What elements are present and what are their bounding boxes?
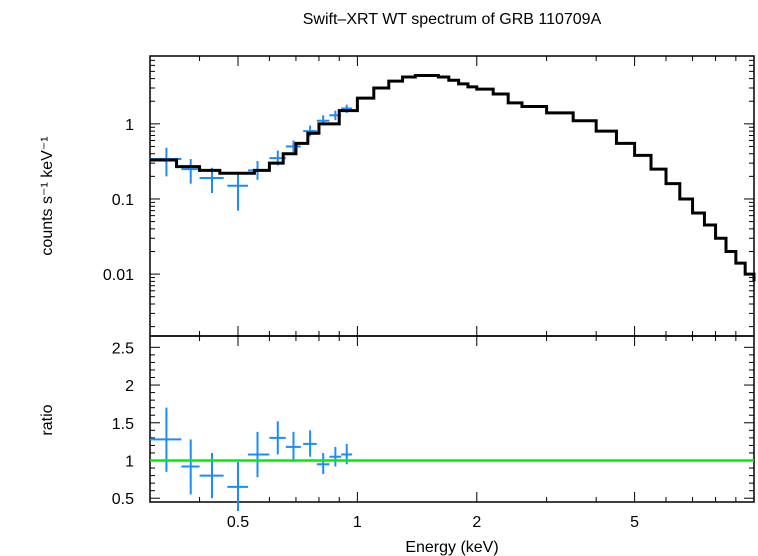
ratio-y-tick-label: 0.5	[112, 491, 134, 508]
ratio-data-point	[227, 462, 249, 512]
ratio-data-point	[285, 431, 301, 463]
spectrum-y-tick-labels: 0.01 0.1 1	[103, 117, 134, 284]
ratio-data-point	[329, 446, 342, 467]
top-axis-ticks	[149, 56, 754, 336]
x-tick-label: 1	[353, 514, 362, 531]
spectrum-y-tick-label: 0.1	[112, 192, 134, 209]
ratio-data-point	[269, 421, 286, 455]
spectrum-model-line	[150, 74, 756, 282]
ratio-y-tick-label: 1	[125, 454, 134, 471]
spectrum-y-axis-label: counts s⁻¹ keV⁻¹	[39, 136, 56, 255]
spectrum-data-point	[303, 125, 317, 137]
spectrum-data-points	[150, 104, 353, 211]
ratio-data-point	[150, 407, 182, 472]
x-tick-label: 0.5	[227, 514, 249, 531]
spectrum-panel: 0.01 0.1 1 counts s⁻¹ keV⁻¹	[39, 55, 756, 337]
spectrum-y-tick-label: 0.01	[103, 267, 134, 284]
spectrum-data-point	[285, 140, 301, 153]
spectrum-data-point	[227, 173, 249, 211]
ratio-axis-ticks	[149, 336, 754, 502]
ratio-y-axis-label: ratio	[39, 404, 56, 435]
x-tick-label: 5	[630, 514, 639, 531]
spectrum-data-point	[199, 167, 224, 194]
ratio-plot-frame	[149, 335, 755, 503]
chart-title: Swift–XRT WT spectrum of GRB 110709A	[303, 11, 602, 28]
ratio-data-point	[248, 431, 270, 478]
spectrum-plot-frame	[149, 55, 755, 337]
x-axis-label: Energy (keV)	[405, 539, 498, 556]
ratio-y-tick-labels: 0.5 1 1.5 2 2.5	[112, 340, 134, 508]
ratio-data-point	[316, 452, 330, 475]
ratio-data-point	[303, 430, 317, 457]
ratio-y-tick-label: 2	[125, 378, 134, 395]
ratio-y-tick-label: 1.5	[112, 416, 134, 433]
ratio-y-tick-label: 2.5	[112, 340, 134, 357]
spectrum-data-point	[181, 159, 200, 184]
ratio-data-point	[181, 439, 200, 495]
ratio-panel: 0.5 1 1.5 2 2.5 0.5 1 2 5 ratio Energy (keV)	[39, 335, 755, 556]
spectrum-y-tick-label: 1	[125, 117, 134, 134]
x-tick-labels: 0.5 1 2 5	[227, 514, 639, 531]
x-tick-label: 2	[472, 514, 481, 531]
